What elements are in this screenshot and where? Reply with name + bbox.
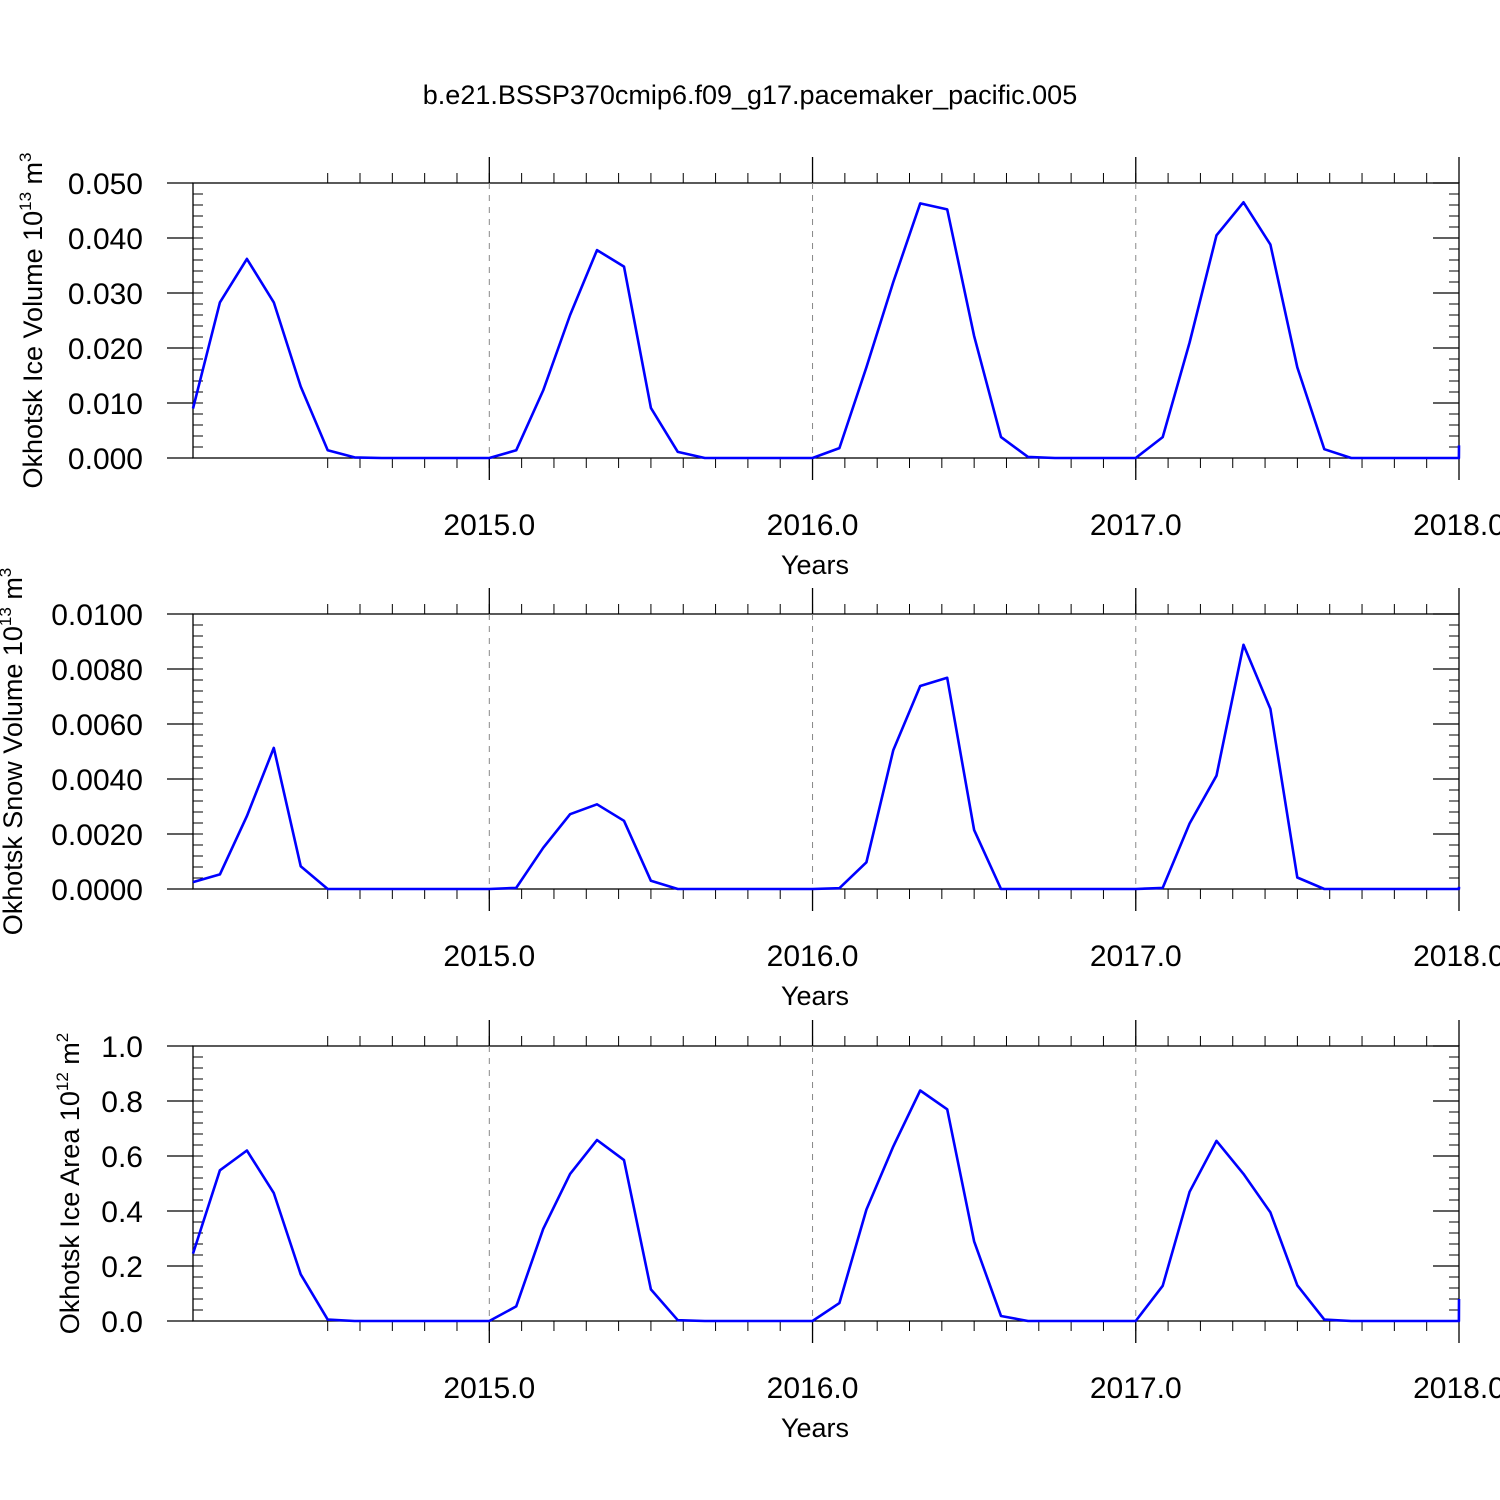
plot-frame: [192, 613, 1460, 890]
y-tick-label: 0.030: [68, 278, 143, 311]
x-tick-label: 2016.0: [767, 509, 859, 542]
x-tick-label: 2015.0: [443, 1372, 535, 1405]
chart-panel-2: 2015.0 2016.0 2017.0 2018.0 0.0000 0.0020 0.00…: [0, 568, 1500, 1011]
y-tick-label: 0.4: [101, 1196, 143, 1229]
y-tick-label: 0.000: [68, 443, 143, 476]
x-tick-label: 2017.0: [1090, 1372, 1182, 1405]
y-tick-label: 0.8: [101, 1086, 143, 1119]
y-tick-label: 0.0: [101, 1306, 143, 1339]
series-line-1: [191, 1089, 1461, 1323]
x-tick-label: 2017.0: [1090, 940, 1182, 973]
x-tick-label: 2018.0: [1413, 940, 1500, 973]
x-tick-label: 2015.0: [443, 940, 535, 973]
y-tick-label: 0.0060: [51, 709, 143, 742]
y-tick-label: 0.0100: [51, 599, 143, 632]
y-tick-label: 0.0020: [51, 819, 143, 852]
chart-panel-1: 2015.0 2016.0 2017.0 2018.0 0.000 0.010 0.020 0…: [16, 152, 1500, 580]
y-tick-label: 0.6: [101, 1141, 143, 1174]
x-tick-label: 2016.0: [767, 940, 859, 973]
y-tick-label: 0.010: [68, 388, 143, 421]
figure-title: b.e21.BSSP370cmip6.f09_g17.pacemaker_pac…: [422, 80, 1078, 110]
y-axis-label: Okhotsk Ice Volume 1013 m3: [16, 152, 48, 488]
series-line-1: [191, 201, 1461, 460]
y-axis-label: Okhotsk Ice Area 1012 m2: [53, 1033, 85, 1335]
x-tick-label: 2017.0: [1090, 509, 1182, 542]
y-tick-label: 0.050: [68, 168, 143, 201]
x-axis-label: Years: [781, 1413, 849, 1443]
series-line-1: [192, 643, 1461, 891]
plot-frame: [192, 1045, 1460, 1322]
x-tick-label: 2015.0: [443, 509, 535, 542]
y-tick-label: 0.020: [68, 333, 143, 366]
y-tick-label: 0.040: [68, 223, 143, 256]
chart-panel-3: 2015.0 2016.0 2017.0 2018.0 0.0 0.2 0.4 0.6 0.8 1…: [53, 1020, 1500, 1443]
x-axis-label: Years: [781, 550, 849, 580]
x-tick-label: 2016.0: [767, 1372, 859, 1405]
y-tick-label: 1.0: [101, 1031, 143, 1064]
plot-frame: [192, 182, 1460, 459]
x-axis-label: Years: [781, 981, 849, 1011]
x-tick-label: 2018.0: [1413, 509, 1500, 542]
y-tick-label: 0.0040: [51, 764, 143, 797]
y-tick-label: 0.0080: [51, 654, 143, 687]
y-axis-label: Okhotsk Snow Volume 1013 m3: [0, 568, 28, 936]
y-tick-label: 0.0000: [51, 874, 143, 907]
x-tick-label: 2018.0: [1413, 1372, 1500, 1405]
y-tick-label: 0.2: [101, 1251, 143, 1284]
